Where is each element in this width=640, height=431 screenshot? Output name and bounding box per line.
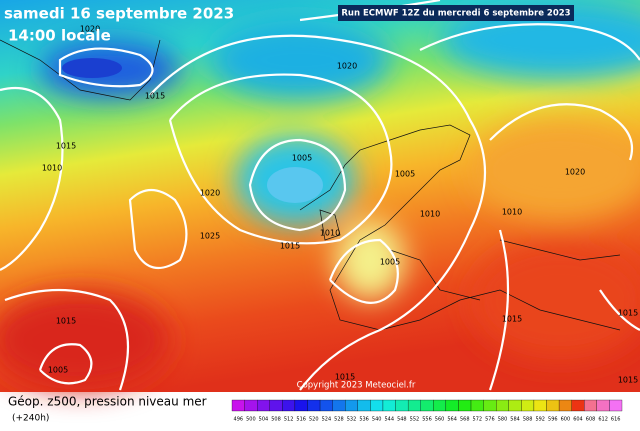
- isobar-label: 1015: [618, 376, 638, 385]
- coastlines: [0, 39, 621, 331]
- scale-tick-label: 520: [309, 417, 319, 423]
- scale-swatch: [345, 399, 358, 412]
- scale-tick-label: 580: [498, 417, 508, 423]
- scale-swatch: [458, 399, 472, 412]
- scale-swatch: [395, 399, 409, 412]
- isobar-labels: 1020 1020 1015 1020 1015 1010 1005 1005 1020 1010…: [42, 25, 638, 385]
- footer-title: Géop. z500, pression niveau mer: [8, 395, 207, 409]
- scale-swatch: [496, 399, 509, 412]
- isobar-label: 1020: [80, 25, 100, 34]
- scale-tick-label: 604: [573, 417, 583, 423]
- scale-tick-label: 612: [598, 417, 608, 423]
- scale-tick-label: 564: [447, 417, 457, 423]
- scale-swatch: [282, 399, 296, 412]
- isobar-label: 1015: [335, 373, 355, 382]
- scale-tick-label: 592: [535, 417, 545, 423]
- scale-swatch: [508, 399, 522, 412]
- scale-tick-label: 496: [234, 417, 244, 423]
- scale-swatch: [483, 399, 497, 412]
- scale-tick-label: 516: [296, 417, 306, 423]
- run-box: [338, 5, 574, 21]
- scale-tick-label: 532: [347, 417, 357, 423]
- isobar-label: 1015: [145, 92, 165, 101]
- scale-swatch: [244, 399, 258, 412]
- scale-swatch: [407, 399, 421, 412]
- scale-swatch: [307, 399, 321, 412]
- run: Run ECMWF 12Z du mercredi 6 septembre 20…: [341, 9, 570, 19]
- scale-swatch: [294, 399, 308, 412]
- scale-tick-label: 596: [548, 417, 558, 423]
- scale-tick-label: 576: [485, 417, 495, 423]
- isobar-label: 1015: [56, 142, 76, 151]
- isobar-label: 1015: [618, 309, 638, 318]
- isobar-label: 1020: [565, 168, 585, 177]
- scale-tick-label: 616: [611, 417, 621, 423]
- scale-tick-label: 584: [510, 417, 520, 423]
- scale-swatch: [521, 399, 535, 412]
- scale-swatch: [231, 399, 245, 412]
- scale-tick-label: 512: [284, 417, 294, 423]
- scale-tick-label: 572: [473, 417, 483, 423]
- isobar-label: 1015: [280, 242, 300, 251]
- scale-swatch: [596, 399, 610, 412]
- scale-tick-label: 504: [259, 417, 269, 423]
- scale-tick-label: 556: [422, 417, 432, 423]
- scale-swatch: [382, 399, 396, 412]
- low-core: [267, 167, 323, 203]
- date: samedi 16 septembre 2023: [4, 5, 234, 23]
- isobar-label: 1015: [56, 317, 76, 326]
- scale-tick-label: 536: [359, 417, 369, 423]
- isobar-label: 1010: [420, 210, 440, 219]
- scale-swatch: [445, 399, 459, 412]
- isobar-label: 1020: [337, 62, 357, 71]
- scale-swatch: [470, 399, 484, 412]
- footer-range: (+240h): [12, 414, 49, 424]
- scale-tick-label: 552: [410, 417, 420, 423]
- scale-swatch: [558, 399, 572, 412]
- scale-tick-label: 548: [397, 417, 407, 423]
- isobar-label: 1025: [200, 232, 220, 241]
- scale-swatch: [332, 399, 346, 412]
- isobar-label: 1010: [320, 229, 340, 238]
- isobar-label: 1015: [502, 315, 522, 324]
- scale-tick-label: 608: [586, 417, 596, 423]
- time: 14:00 locale: [8, 27, 111, 45]
- scale-swatch: [609, 399, 623, 412]
- isobar-label: 1005: [48, 366, 68, 375]
- scale-swatch: [257, 399, 270, 412]
- copyright: Copyright 2023 Meteociel.fr: [297, 381, 416, 391]
- scale-tick-label: 588: [523, 417, 533, 423]
- scale-swatch: [420, 399, 434, 412]
- scale-swatch: [370, 399, 384, 412]
- scale-swatch: [584, 399, 597, 412]
- scale-swatch: [533, 399, 547, 412]
- scale-tick-label: 500: [246, 417, 256, 423]
- scale-tick-label: 508: [271, 417, 281, 423]
- scale-swatch: [433, 399, 447, 412]
- scale-tick-label: 600: [561, 417, 571, 423]
- scale-swatch: [357, 399, 371, 412]
- scale-swatch: [546, 399, 560, 412]
- scale-tick-label: 544: [384, 417, 394, 423]
- scale-swatch: [571, 399, 585, 412]
- isobar-label: 1010: [42, 164, 62, 173]
- low-core: [62, 58, 122, 78]
- isobar-label: 1005: [380, 258, 400, 267]
- scale-tick-label: 560: [435, 417, 445, 423]
- scale-tick-label: 568: [460, 417, 470, 423]
- scale-tick-label: 524: [322, 417, 332, 423]
- isobar-label: 1020: [200, 189, 220, 198]
- scale-swatch: [319, 399, 333, 412]
- isobars: [0, 0, 640, 390]
- scale-swatch: [269, 399, 283, 412]
- color-scale: 496 500 504 508 512 516 520 524 528 532 536 540 544 5…: [231, 399, 623, 423]
- isobar-label: 1005: [395, 170, 415, 179]
- scale-tick-label: 540: [372, 417, 382, 423]
- isobar-label: 1005: [292, 154, 312, 163]
- isobar-label: 1010: [502, 208, 522, 217]
- scale-tick-label: 528: [334, 417, 344, 423]
